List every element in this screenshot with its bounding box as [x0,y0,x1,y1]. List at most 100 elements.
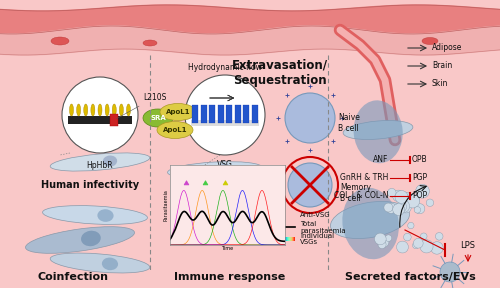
Circle shape [400,202,411,213]
Circle shape [420,233,427,240]
Text: Human infectivity: Human infectivity [41,180,139,190]
Text: VSG: VSG [217,160,233,169]
Ellipse shape [50,153,150,171]
Ellipse shape [81,231,101,246]
Ellipse shape [42,206,148,224]
Circle shape [426,199,434,206]
Circle shape [404,233,411,241]
Circle shape [414,238,423,248]
Circle shape [388,188,396,197]
Circle shape [397,200,409,213]
Text: SRA: SRA [150,115,166,121]
Circle shape [406,194,419,208]
Circle shape [412,196,420,203]
Text: Brain: Brain [432,62,452,71]
Ellipse shape [157,122,193,139]
Text: Memory
B cell: Memory B cell [340,183,371,203]
Bar [252,105,258,123]
Text: OPB: OPB [412,156,428,164]
Ellipse shape [26,227,134,253]
Ellipse shape [98,104,102,116]
Ellipse shape [98,209,114,222]
Circle shape [285,93,335,143]
Bar [191,120,259,126]
Circle shape [384,203,393,212]
Text: Adipose: Adipose [432,43,462,52]
Text: COL I & COL-N: COL I & COL-N [334,192,388,200]
Ellipse shape [112,104,116,116]
Ellipse shape [143,109,173,127]
Ellipse shape [76,104,80,116]
Ellipse shape [51,37,69,45]
Circle shape [412,242,419,249]
Circle shape [392,190,404,202]
Text: HpHbR: HpHbR [86,161,114,170]
Circle shape [62,77,138,153]
Y-axis label: Parasitaemia: Parasitaemia [164,189,168,221]
Ellipse shape [330,201,409,238]
Text: PGP: PGP [412,173,427,183]
Circle shape [430,242,443,254]
Text: Coinfection: Coinfection [37,272,108,282]
Bar [235,105,241,123]
X-axis label: Time: Time [222,247,234,251]
Circle shape [396,241,408,253]
Circle shape [408,222,414,229]
Circle shape [395,190,408,203]
Bar [244,105,250,123]
Circle shape [374,233,386,245]
Text: Secreted factors/EVs: Secreted factors/EVs [344,272,476,282]
Text: Anti-VSG: Anti-VSG [300,212,330,218]
Circle shape [288,163,332,207]
Text: ApoL1: ApoL1 [166,109,190,115]
Text: Extravasation/
Sequestration: Extravasation/ Sequestration [232,59,328,87]
Circle shape [385,235,392,241]
Bar [209,105,215,123]
Ellipse shape [91,104,95,116]
Ellipse shape [105,104,109,116]
Ellipse shape [143,40,157,46]
Text: Individual
VSGs: Individual VSGs [300,232,334,245]
Bar [192,105,198,123]
Text: Naive
B cell: Naive B cell [338,113,360,133]
Ellipse shape [126,104,130,116]
Circle shape [185,75,265,155]
Ellipse shape [168,162,262,178]
Circle shape [416,184,430,198]
Text: ANF: ANF [372,156,388,164]
Bar [218,105,224,123]
Text: GnRH & TRH: GnRH & TRH [340,173,388,183]
Ellipse shape [70,104,73,116]
Ellipse shape [103,156,117,167]
Ellipse shape [343,121,413,139]
Circle shape [436,232,443,240]
Bar [200,105,206,123]
Circle shape [413,197,420,204]
Text: Hydrodynamic flow: Hydrodynamic flow [188,63,262,72]
Bar [110,114,118,126]
Circle shape [414,206,420,213]
Ellipse shape [422,37,438,45]
Circle shape [396,202,406,212]
Text: Immune response: Immune response [174,272,286,282]
Ellipse shape [342,188,399,259]
Text: POP: POP [412,192,427,200]
Text: Skin: Skin [432,79,448,88]
Ellipse shape [102,257,118,270]
Circle shape [392,204,404,215]
Circle shape [386,203,396,213]
Ellipse shape [120,104,124,116]
Circle shape [414,204,425,214]
Ellipse shape [50,253,150,273]
Circle shape [420,240,433,253]
Ellipse shape [160,103,196,120]
Circle shape [378,236,389,247]
Bar [226,105,232,123]
Text: L210S: L210S [116,93,166,119]
Ellipse shape [84,104,88,116]
Circle shape [440,262,460,282]
Text: ApoL1: ApoL1 [163,127,187,133]
Text: Total
parasitaemia: Total parasitaemia [300,221,346,234]
Ellipse shape [354,100,403,163]
Bar [68,116,132,124]
